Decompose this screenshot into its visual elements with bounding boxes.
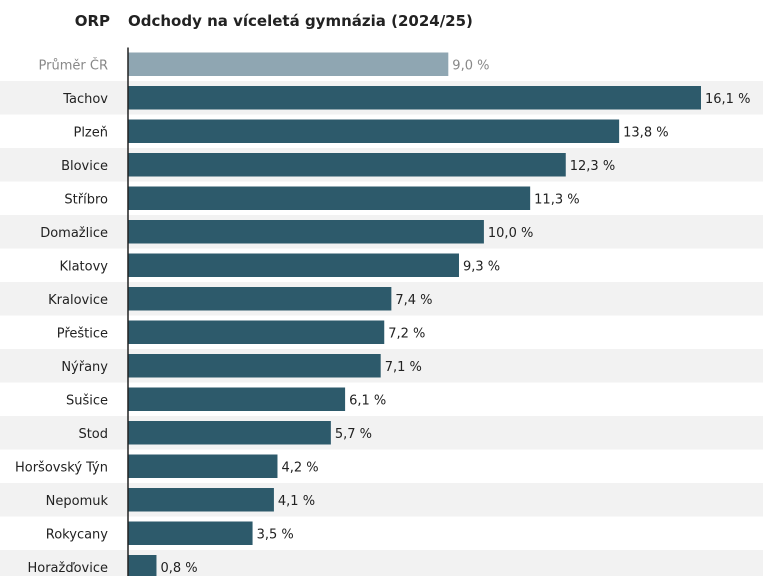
category-label-7: Kralovice (48, 293, 108, 308)
bar-13 (128, 488, 274, 512)
bar-4 (128, 186, 531, 210)
value-label-4: 11,3 % (534, 192, 579, 207)
column-header-orp: ORP (74, 12, 110, 30)
category-label-12: Horšovský Týn (15, 460, 108, 475)
bar-10 (128, 387, 346, 411)
bar-0 (128, 52, 449, 76)
row-stripe (0, 349, 763, 383)
category-label-14: Rokycany (46, 527, 109, 542)
category-label-1: Tachov (62, 92, 108, 107)
row-stripe (0, 483, 763, 517)
value-label-0: 9,0 % (452, 58, 489, 73)
bar-3 (128, 153, 566, 177)
bar-15 (128, 555, 157, 576)
value-label-13: 4,1 % (278, 494, 315, 509)
bar-12 (128, 454, 278, 478)
category-label-9: Nýřany (61, 360, 108, 375)
value-label-3: 12,3 % (570, 159, 615, 174)
bar-5 (128, 220, 484, 244)
value-label-1: 16,1 % (705, 92, 750, 107)
value-label-14: 3,5 % (257, 527, 294, 542)
category-label-3: Blovice (61, 159, 108, 174)
category-label-6: Klatovy (59, 259, 108, 274)
bar-9 (128, 354, 381, 378)
bar-14 (128, 521, 253, 545)
value-label-12: 4,2 % (281, 460, 318, 475)
bar-6 (128, 253, 459, 277)
category-label-8: Přeštice (57, 326, 108, 341)
chart-title: Odchody na víceletá gymnázia (2024/25) (128, 12, 473, 30)
category-label-2: Plzeň (73, 125, 108, 140)
value-label-5: 10,0 % (488, 226, 533, 241)
value-label-8: 7,2 % (388, 326, 425, 341)
value-label-15: 0,8 % (160, 561, 197, 576)
row-stripe (0, 416, 763, 450)
bar-8 (128, 320, 385, 344)
row-stripe (0, 550, 763, 576)
bar-2 (128, 119, 620, 143)
chart-header: ORP Odchody na víceletá gymnázia (2024/2… (0, 10, 763, 40)
category-label-10: Sušice (66, 393, 108, 408)
value-label-6: 9,3 % (463, 259, 500, 274)
category-label-4: Stříbro (64, 192, 108, 207)
value-label-7: 7,4 % (395, 293, 432, 308)
category-label-15: Horažďovice (27, 561, 108, 576)
category-label-0: Průměr ČR (39, 57, 108, 73)
value-label-2: 13,8 % (623, 125, 668, 140)
value-label-9: 7,1 % (385, 360, 422, 375)
bar-7 (128, 287, 392, 311)
category-label-5: Domažlice (40, 226, 108, 241)
value-label-11: 5,7 % (335, 427, 372, 442)
bar-1 (128, 86, 701, 110)
category-label-11: Stod (78, 427, 108, 442)
category-label-13: Nepomuk (46, 494, 109, 509)
value-label-10: 6,1 % (349, 393, 386, 408)
bar-11 (128, 421, 331, 445)
